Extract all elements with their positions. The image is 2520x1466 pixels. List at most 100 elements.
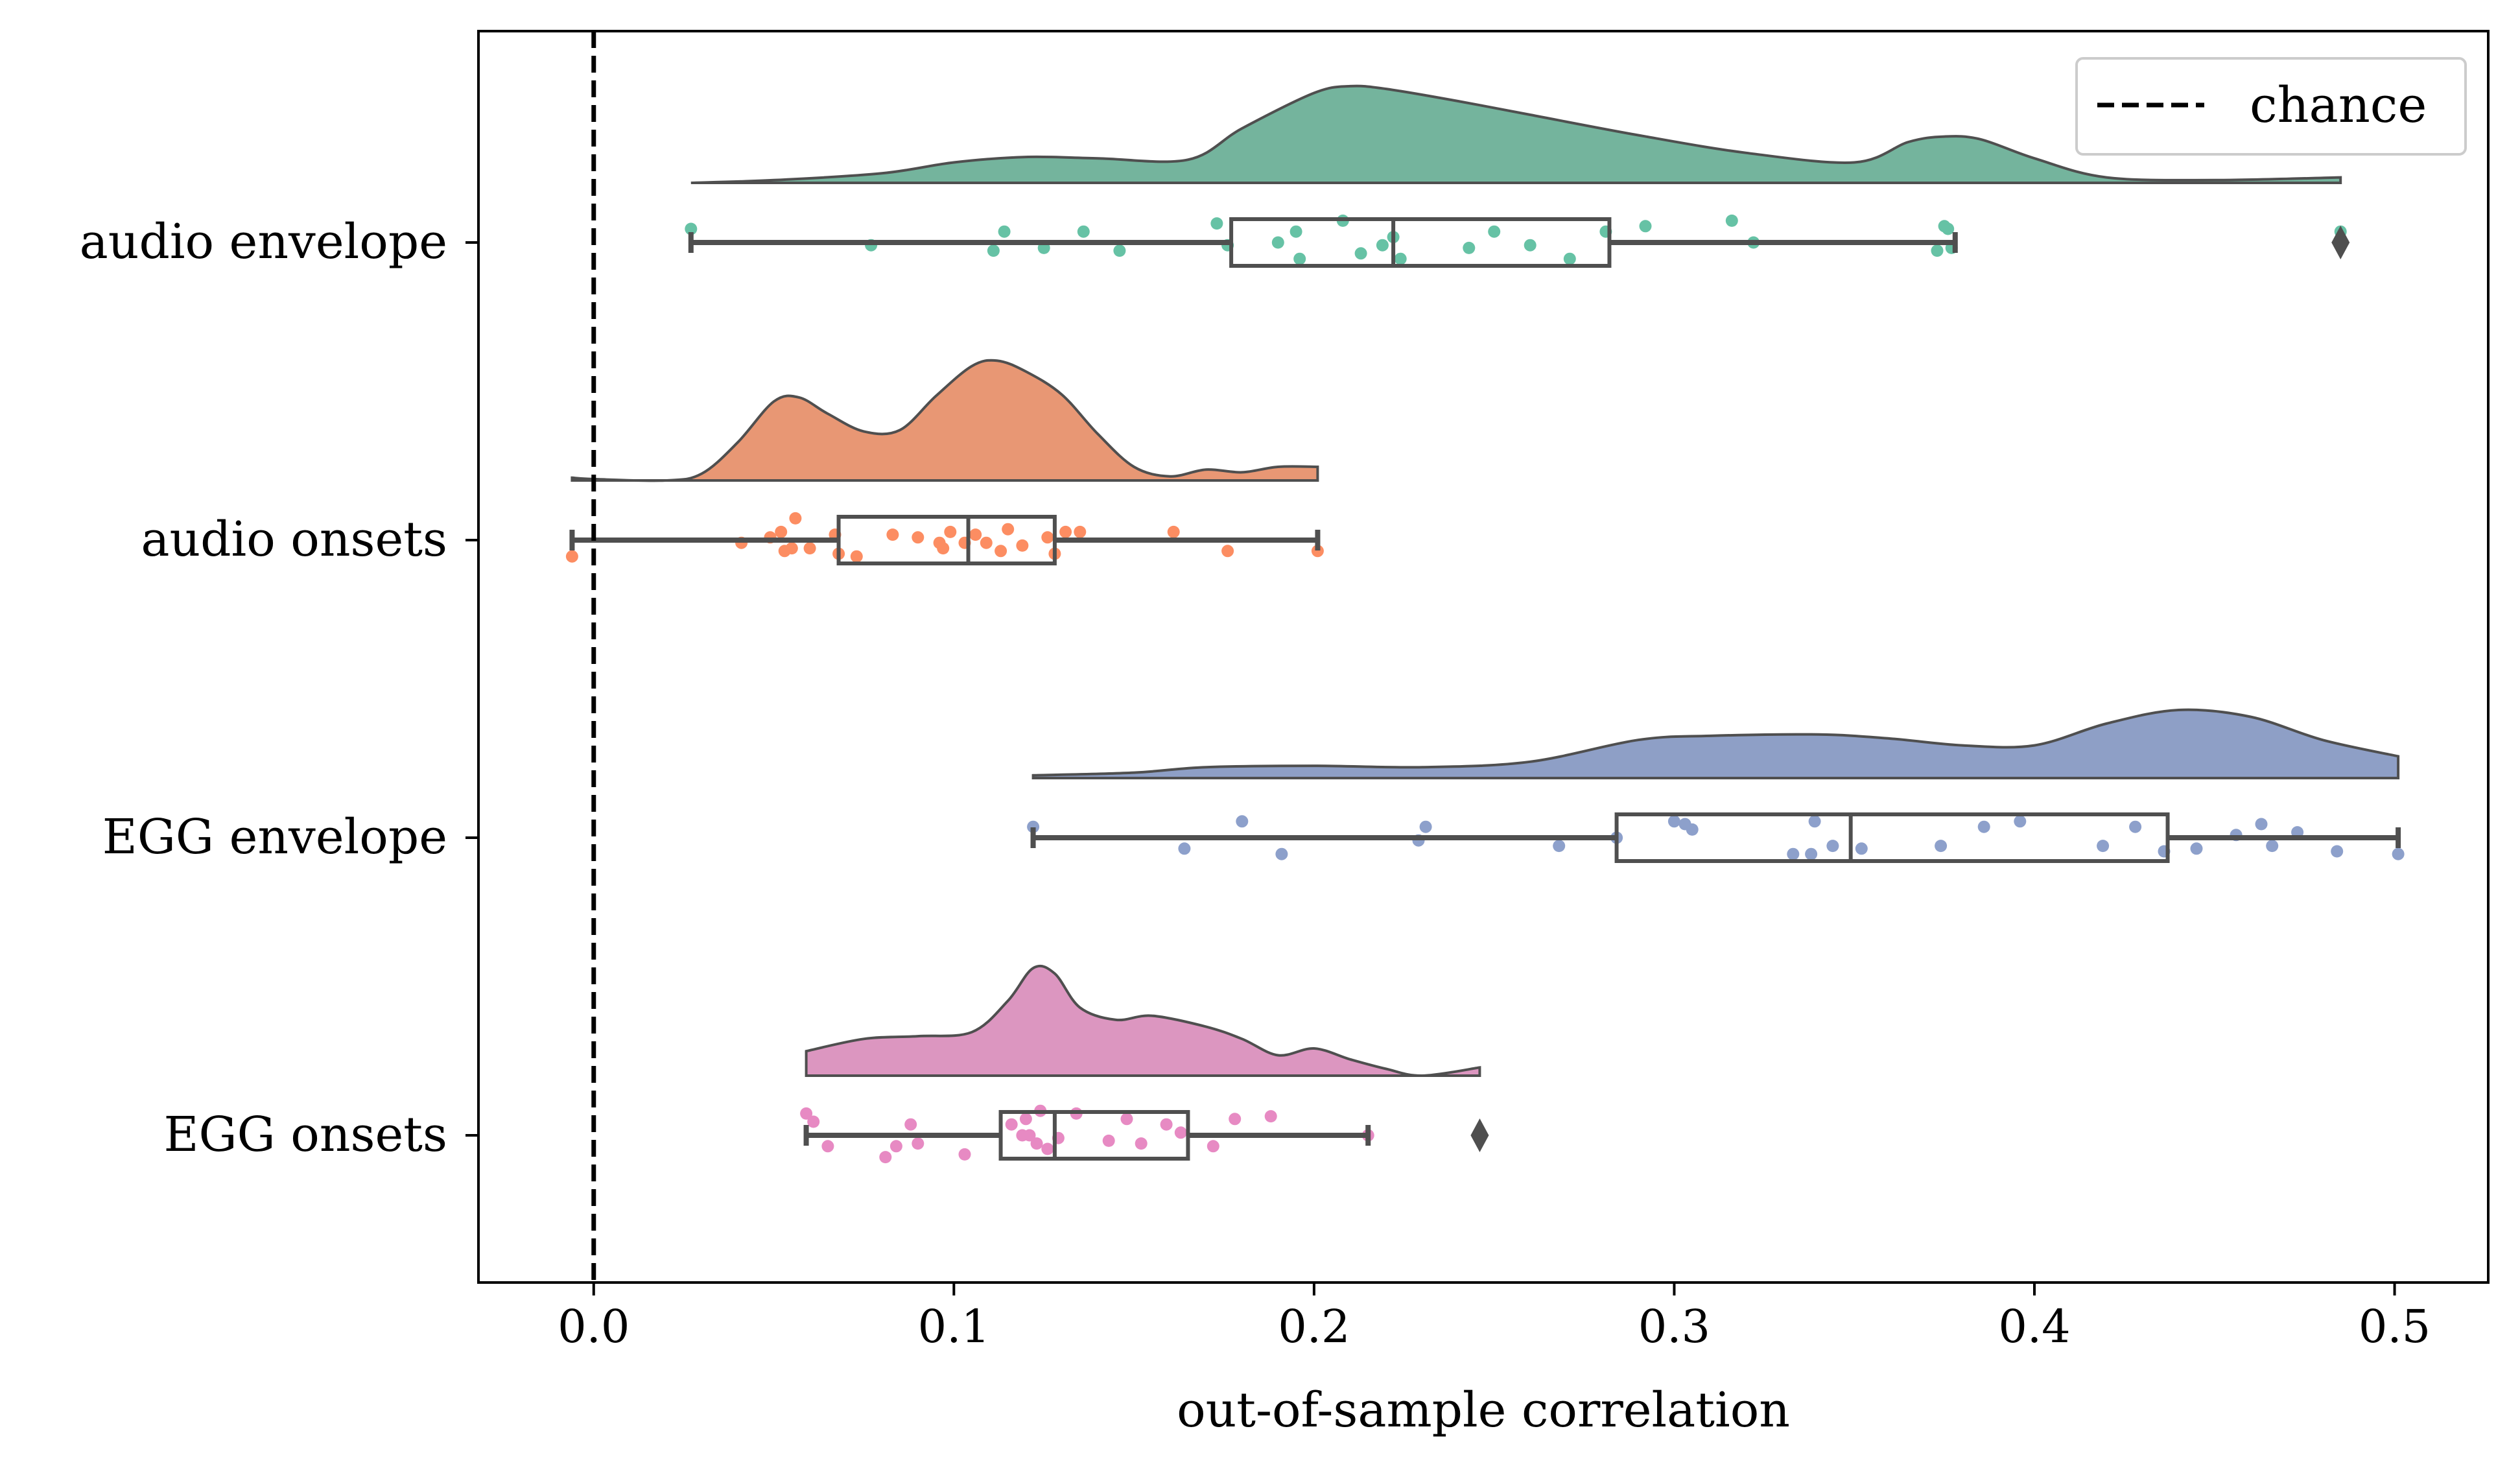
point-egg-envelope: [1935, 840, 1948, 853]
point-egg-onsets: [1135, 1137, 1148, 1150]
point-egg-onsets: [1030, 1137, 1043, 1150]
point-egg-envelope: [2014, 815, 2027, 828]
point-audio-envelope: [1942, 222, 1955, 235]
point-audio-onsets: [1221, 545, 1234, 558]
point-egg-envelope: [1667, 815, 1680, 828]
point-egg-onsets: [1041, 1142, 1054, 1155]
boxplot-egg-onsets: [803, 1110, 1489, 1161]
point-audio-envelope: [987, 244, 1000, 257]
point-audio-onsets: [1074, 525, 1087, 538]
legend-chance-label: chance: [2250, 76, 2427, 134]
point-audio-envelope: [1376, 239, 1389, 252]
point-egg-onsets: [1023, 1129, 1036, 1142]
point-egg-onsets: [1160, 1118, 1173, 1131]
point-audio-onsets: [1016, 539, 1029, 552]
point-egg-envelope: [2392, 847, 2405, 860]
point-egg-envelope: [1236, 815, 1249, 828]
point-audio-envelope: [1639, 220, 1652, 233]
box-iqr: [1229, 217, 1612, 268]
point-egg-envelope: [1419, 820, 1432, 833]
plot-frame: [477, 30, 2490, 1284]
point-audio-onsets: [1311, 545, 1324, 558]
x-axis: 0.0 0.1 0.2 0.3 0.4 0.5: [558, 1283, 2431, 1353]
point-egg-envelope: [2331, 845, 2344, 858]
point-egg-onsets: [879, 1151, 892, 1164]
point-audio-onsets: [995, 545, 1007, 558]
point-egg-envelope: [2129, 820, 2142, 833]
point-audio-onsets: [785, 542, 798, 555]
point-audio-envelope: [685, 222, 698, 235]
point-audio-envelope: [1463, 241, 1476, 254]
point-egg-onsets: [889, 1140, 902, 1153]
point-audio-onsets: [1002, 523, 1015, 536]
point-egg-envelope: [2190, 842, 2203, 855]
point-audio-envelope: [1077, 225, 1090, 238]
point-audio-onsets: [1041, 531, 1054, 544]
point-audio-envelope: [1931, 244, 1944, 257]
x-tick-label: 0.4: [1998, 1300, 2070, 1353]
cloud-egg-envelope: [1031, 708, 2400, 779]
point-egg-onsets: [807, 1115, 820, 1128]
point-egg-envelope: [1787, 847, 1800, 860]
point-audio-envelope: [1394, 252, 1407, 265]
point-egg-envelope: [1178, 842, 1191, 855]
point-egg-onsets: [800, 1107, 813, 1120]
point-audio-envelope: [1354, 247, 1367, 260]
outlier-marker: [2331, 226, 2350, 259]
point-egg-envelope: [1805, 847, 1818, 860]
box-iqr: [836, 515, 1057, 565]
category-label-egg-envelope: EGG envelope: [102, 809, 447, 865]
boxplot-audio-envelope: [688, 217, 2350, 268]
point-audio-onsets: [1059, 525, 1072, 538]
box-iqr: [1614, 812, 2170, 863]
point-egg-onsets: [1207, 1140, 1219, 1153]
boxplot-audio-onsets: [569, 515, 1321, 565]
point-audio-envelope: [1293, 252, 1306, 265]
point-audio-envelope: [1289, 225, 1302, 238]
x-tick-label: 0.1: [918, 1300, 990, 1353]
point-egg-onsets: [912, 1137, 924, 1150]
point-audio-envelope: [1210, 217, 1223, 230]
box-iqr: [998, 1110, 1190, 1161]
category-label-audio-envelope: audio envelope: [80, 214, 447, 270]
point-egg-envelope: [2097, 840, 2110, 853]
point-egg-envelope: [1686, 823, 1699, 836]
point-egg-envelope: [1977, 820, 1990, 833]
point-audio-envelope: [1524, 239, 1537, 252]
point-audio-envelope: [1271, 236, 1284, 249]
point-audio-onsets: [937, 542, 950, 555]
cloud-audio-onsets: [571, 359, 1319, 482]
point-audio-onsets: [803, 542, 816, 555]
boxplot-egg-envelope: [1030, 812, 2401, 863]
point-audio-envelope: [1725, 214, 1738, 227]
x-axis-label: out-of-sample correlation: [1177, 1382, 1790, 1438]
point-egg-onsets: [1264, 1110, 1277, 1123]
point-audio-envelope: [1488, 225, 1501, 238]
point-egg-onsets: [1229, 1113, 1242, 1126]
point-egg-onsets: [1174, 1126, 1187, 1139]
outlier-marker: [1470, 1118, 1489, 1152]
density-clouds: [571, 84, 2400, 1078]
point-audio-envelope: [1113, 244, 1126, 257]
category-label-audio-onsets: audio onsets: [141, 512, 447, 567]
point-egg-onsets: [1120, 1113, 1133, 1126]
point-egg-envelope: [1275, 847, 1288, 860]
point-audio-onsets: [789, 512, 802, 525]
point-egg-envelope: [1826, 840, 1839, 853]
legend-box: [2075, 57, 2467, 156]
category-label-egg-onsets: EGG onsets: [164, 1107, 447, 1163]
cloud-audio-envelope: [690, 84, 2342, 184]
point-audio-envelope: [1563, 252, 1576, 265]
point-egg-envelope: [1855, 842, 1868, 855]
point-egg-envelope: [1553, 840, 1566, 853]
point-egg-onsets: [1102, 1134, 1115, 1147]
point-audio-onsets: [886, 528, 899, 541]
point-egg-envelope: [2255, 818, 2268, 831]
point-audio-envelope: [998, 225, 1011, 238]
x-tick-label: 0.2: [1278, 1300, 1350, 1353]
point-audio-onsets: [1167, 525, 1180, 538]
point-egg-onsets: [958, 1148, 971, 1161]
x-tick-label: 0.3: [1638, 1300, 1710, 1353]
point-egg-envelope: [1027, 820, 1040, 833]
